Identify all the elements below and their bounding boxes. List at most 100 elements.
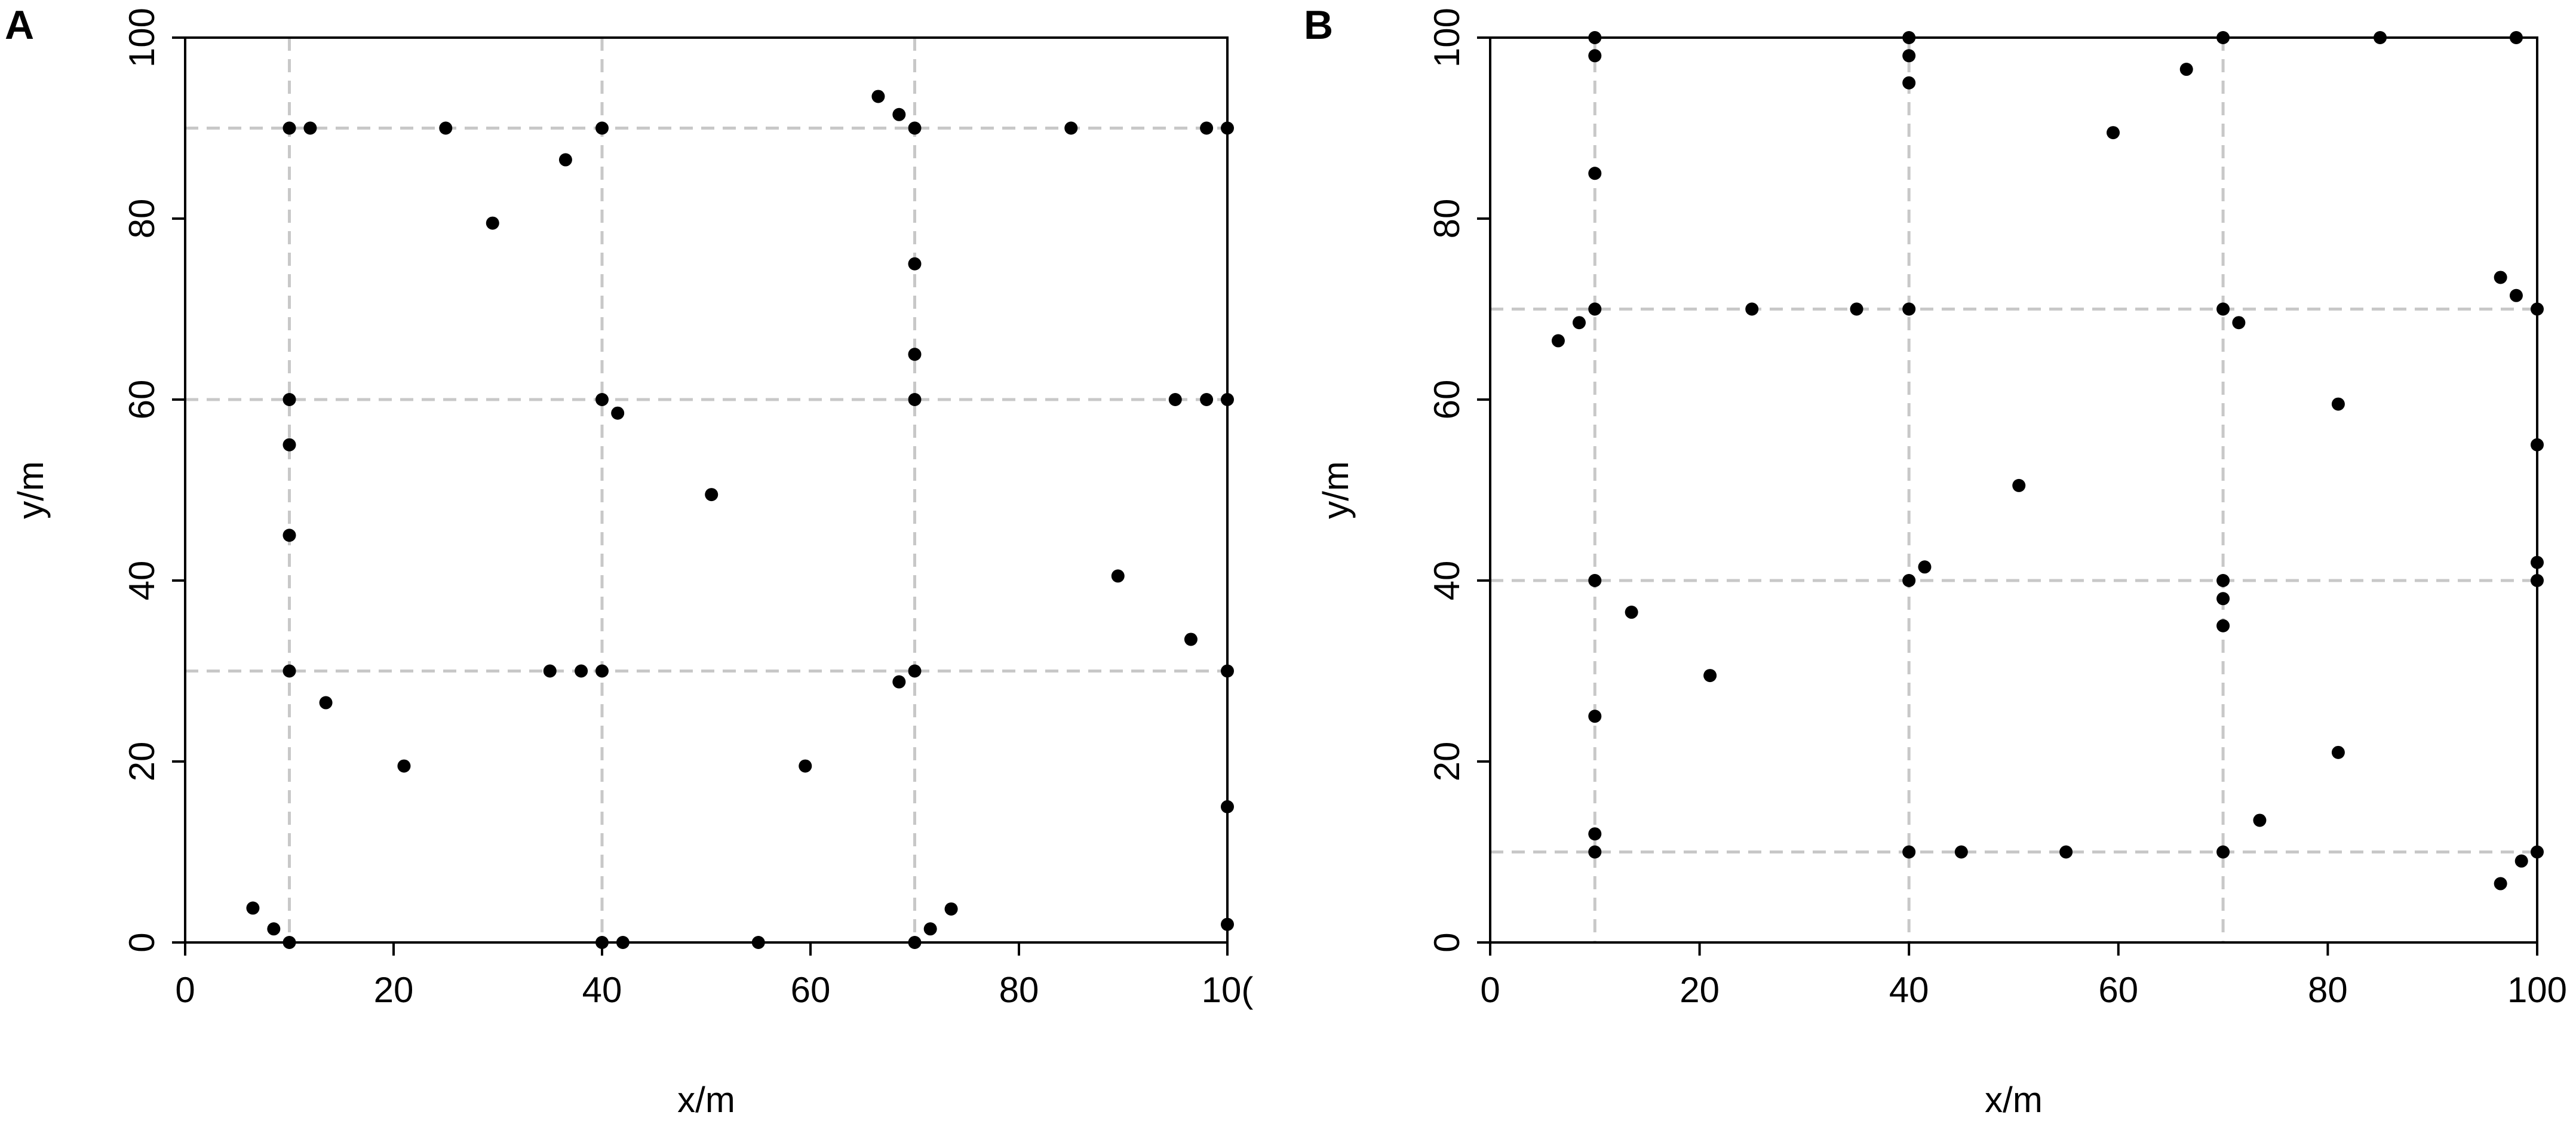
data-point bbox=[283, 393, 296, 406]
data-point bbox=[908, 393, 922, 406]
data-point bbox=[2253, 813, 2267, 827]
data-point bbox=[1221, 917, 1234, 931]
data-point bbox=[1064, 121, 1078, 135]
data-point bbox=[439, 121, 453, 135]
data-point bbox=[2531, 438, 2544, 452]
panel-label: A bbox=[5, 2, 34, 48]
data-point bbox=[2494, 877, 2507, 891]
data-point bbox=[908, 348, 922, 361]
plot-frame bbox=[1489, 36, 2538, 944]
data-point bbox=[595, 664, 609, 678]
y-tick-label: 20 bbox=[1427, 742, 1467, 782]
x-tick-label: 60 bbox=[2098, 970, 2138, 1010]
y-tick-label: 0 bbox=[122, 932, 162, 952]
data-point bbox=[2331, 745, 2345, 759]
data-point bbox=[1588, 167, 1602, 180]
data-point bbox=[799, 759, 812, 773]
data-point bbox=[1588, 827, 1602, 841]
data-point bbox=[1902, 845, 1916, 859]
y-tick-label: 100 bbox=[122, 8, 162, 67]
data-point bbox=[1588, 574, 1602, 587]
data-point bbox=[2216, 619, 2230, 632]
data-point bbox=[2509, 288, 2523, 302]
data-point bbox=[705, 488, 719, 502]
data-point bbox=[908, 121, 922, 135]
data-point bbox=[575, 664, 588, 678]
y-tick-label: 40 bbox=[1427, 561, 1467, 601]
data-point bbox=[595, 936, 609, 949]
data-point bbox=[616, 936, 630, 949]
data-point bbox=[2107, 126, 2120, 140]
data-point bbox=[1221, 800, 1234, 813]
data-point bbox=[558, 153, 572, 167]
data-point bbox=[908, 257, 922, 271]
data-point bbox=[595, 393, 609, 406]
data-point bbox=[1954, 845, 1968, 859]
data-point bbox=[1902, 76, 1916, 90]
x-tick-label: 60 bbox=[791, 970, 831, 1010]
data-point bbox=[595, 121, 609, 135]
y-axis-title: y/m bbox=[1316, 461, 1356, 519]
data-point bbox=[303, 121, 317, 135]
x-tick-label: 40 bbox=[1889, 970, 1929, 1010]
data-point bbox=[1902, 31, 1916, 44]
data-point bbox=[2059, 845, 2073, 859]
data-point bbox=[1745, 302, 1759, 316]
data-point bbox=[319, 696, 333, 710]
data-point bbox=[1588, 31, 1602, 44]
data-point bbox=[283, 529, 296, 542]
plot-frame bbox=[184, 36, 1229, 944]
data-point bbox=[2012, 478, 2026, 492]
data-point bbox=[2531, 574, 2544, 587]
data-point bbox=[1850, 302, 1863, 316]
data-point bbox=[397, 759, 411, 773]
data-point bbox=[871, 90, 885, 103]
data-point bbox=[2179, 63, 2193, 76]
data-point bbox=[1551, 334, 1565, 348]
data-point bbox=[2216, 845, 2230, 859]
data-point bbox=[1588, 49, 1602, 63]
data-point bbox=[1221, 393, 1234, 406]
data-point bbox=[944, 902, 958, 916]
y-axis-title: y/m bbox=[11, 461, 51, 519]
x-tick-label: 0 bbox=[1480, 970, 1500, 1010]
data-point bbox=[2216, 592, 2230, 606]
y-tick-label: 40 bbox=[122, 561, 162, 601]
x-axis-title: x/m bbox=[1985, 1080, 2043, 1120]
data-point bbox=[2331, 397, 2345, 411]
x-tick-label: 100 bbox=[2507, 970, 2567, 1010]
x-tick-label: 10( bbox=[1202, 970, 1254, 1010]
y-tick-label: 60 bbox=[122, 380, 162, 420]
data-point bbox=[2509, 31, 2523, 44]
data-point bbox=[2216, 31, 2230, 44]
x-tick-label: 80 bbox=[2308, 970, 2348, 1010]
y-tick-label: 80 bbox=[122, 199, 162, 239]
data-point bbox=[283, 121, 296, 135]
data-point bbox=[1902, 574, 1916, 587]
panel-b: 0 20 40 60 80 100 0 20 40 60 80 100 x/m y/m B bbox=[1304, 2, 2567, 1120]
data-point bbox=[1625, 606, 1638, 619]
data-point bbox=[1902, 49, 1916, 63]
data-point bbox=[1221, 121, 1234, 135]
data-point bbox=[283, 438, 296, 452]
panel-a: 0 20 40 60 80 10(0 20 40 60 80 100 x/m y/m A bbox=[5, 2, 1253, 1120]
data-point bbox=[892, 675, 906, 689]
x-tick-label: 20 bbox=[1680, 970, 1720, 1010]
data-point bbox=[1573, 316, 1586, 330]
y-tick-label: 100 bbox=[1427, 8, 1467, 67]
data-point bbox=[923, 922, 937, 936]
y-tick-label: 20 bbox=[122, 742, 162, 782]
data-point bbox=[2514, 854, 2528, 868]
data-point bbox=[1221, 664, 1234, 678]
y-tick-label: 0 bbox=[1427, 932, 1467, 952]
x-tick-label: 20 bbox=[374, 970, 414, 1010]
data-point bbox=[1918, 560, 1932, 574]
data-point bbox=[2531, 302, 2544, 316]
y-tick-label: 80 bbox=[1427, 199, 1467, 239]
x-tick-label: 0 bbox=[175, 970, 195, 1010]
panel-label: B bbox=[1304, 2, 1333, 48]
data-point bbox=[908, 936, 922, 949]
data-point bbox=[1168, 393, 1182, 406]
x-axis-title: x/m bbox=[677, 1080, 735, 1120]
data-point bbox=[2232, 316, 2246, 330]
